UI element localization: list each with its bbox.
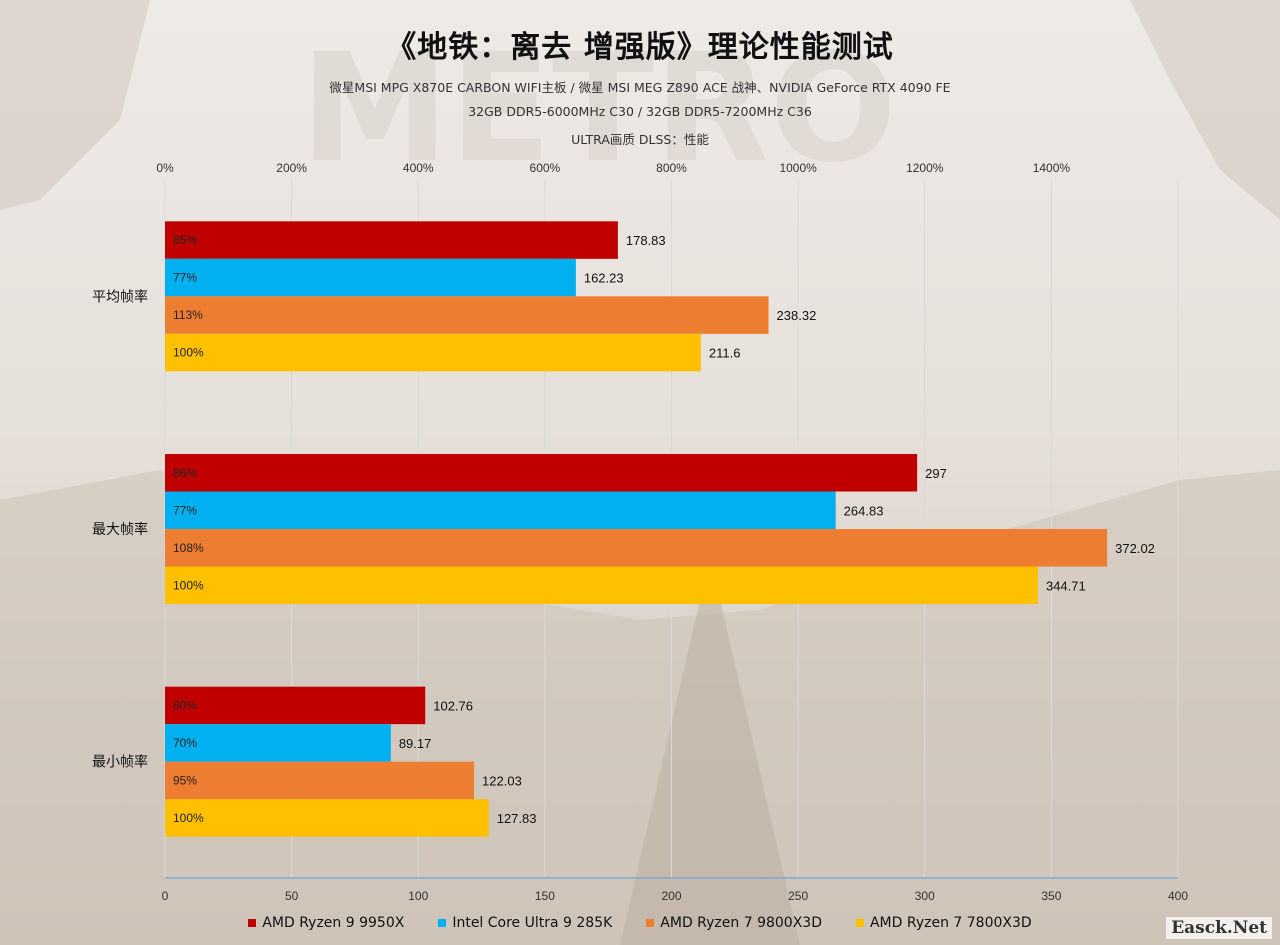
x-axis-tick-label: 250 (788, 889, 808, 903)
legend-item: AMD Ryzen 9 9950X (248, 915, 404, 931)
bar-percent-label: 95% (173, 773, 197, 787)
bar-percent-label: 70% (173, 736, 197, 750)
category-label: 最大帧率 (92, 521, 148, 538)
bar-value-label: 238.32 (777, 308, 817, 323)
chart-legend: AMD Ryzen 9 9950X Intel Core Ultra 9 285K… (0, 915, 1280, 931)
legend-item: AMD Ryzen 7 9800X3D (646, 915, 822, 931)
legend-label: AMD Ryzen 7 9800X3D (660, 915, 822, 931)
bar-value-label: 178.83 (626, 233, 666, 248)
x-axis-tick-label: 150 (535, 889, 555, 903)
bar (165, 529, 1108, 567)
bar (165, 333, 701, 372)
legend-swatch (438, 919, 447, 927)
bar-percent-label: 108% (173, 541, 204, 555)
legend-swatch (248, 919, 257, 927)
chart-title: 《地铁：离去 增强版》理论性能测试 (386, 30, 894, 65)
bar (165, 258, 576, 297)
legend-item: AMD Ryzen 7 7800X3D (855, 915, 1032, 931)
top-axis-tick-label: 0% (156, 161, 174, 175)
legend-swatch (646, 919, 655, 927)
bar-percent-label: 80% (173, 698, 197, 712)
bar (165, 454, 918, 492)
category-label: 平均帧率 (92, 288, 148, 305)
top-axis-tick-label: 1200% (906, 161, 944, 175)
x-axis-tick-label: 400 (1168, 889, 1188, 903)
chart-subtitle-hardware: 微星MSI MPG X870E CARBON WIFI主板 / 微星 MSI M… (329, 80, 951, 95)
top-axis-tick-label: 200% (276, 161, 307, 175)
legend-swatch (855, 919, 864, 927)
legend-label: AMD Ryzen 7 7800X3D (869, 915, 1032, 931)
legend-label: AMD Ryzen 9 9950X (262, 915, 405, 931)
bar-percent-label: 77% (173, 503, 197, 517)
chart-subtitle-memory: 32GB DDR5-6000MHz C30 / 32GB DDR5-7200MH… (468, 104, 812, 119)
bar-percent-label: 100% (173, 811, 204, 825)
bar (165, 221, 618, 259)
top-axis-tick-label: 600% (530, 161, 561, 175)
legend-label: Intel Core Ultra 9 285K (452, 915, 613, 931)
bar-percent-label: 113% (173, 308, 203, 322)
bar-percent-label: 100% (173, 346, 204, 360)
bar (165, 686, 426, 725)
x-axis-tick-label: 200 (661, 889, 681, 903)
bar-value-label: 344.71 (1046, 578, 1086, 593)
bar-value-label: 89.17 (399, 736, 432, 751)
x-axis-tick-label: 100 (408, 889, 428, 903)
top-axis-tick-label: 1400% (1033, 161, 1071, 175)
top-axis-tick-label: 800% (656, 161, 687, 175)
bar-percent-label: 86% (173, 466, 197, 480)
bar-percent-label: 77% (173, 271, 197, 285)
bar (165, 491, 836, 529)
bar (165, 296, 769, 334)
bar-value-label: 211.6 (709, 346, 741, 361)
bar-value-label: 297 (925, 466, 947, 481)
x-axis-tick-label: 50 (285, 889, 299, 903)
bar-value-label: 122.03 (482, 773, 522, 788)
x-axis-tick-label: 350 (1041, 889, 1061, 903)
chart-subtitle-settings: ULTRA画质 DLSS：性能 (571, 132, 709, 147)
bar-percent-label: 85% (173, 233, 197, 247)
bar (165, 799, 489, 837)
bar (165, 761, 475, 800)
legend-item: Intel Core Ultra 9 285K (438, 915, 612, 931)
bar (165, 724, 391, 762)
top-axis-tick-label: 1000% (779, 161, 817, 175)
bar-value-label: 127.83 (497, 811, 537, 826)
bar-value-label: 372.02 (1115, 541, 1155, 556)
x-axis-tick-label: 300 (915, 889, 935, 903)
top-axis-tick-label: 400% (403, 161, 434, 175)
bar (165, 566, 1038, 604)
bar-value-label: 264.83 (844, 503, 884, 518)
bar-percent-label: 100% (173, 578, 204, 592)
bar-value-label: 102.76 (433, 698, 473, 713)
category-label: 最小帧率 (92, 754, 148, 771)
x-axis-tick-label: 0 (162, 889, 169, 903)
watermark-text: Easck.Net (1166, 917, 1272, 939)
bar-value-label: 162.23 (584, 271, 624, 286)
